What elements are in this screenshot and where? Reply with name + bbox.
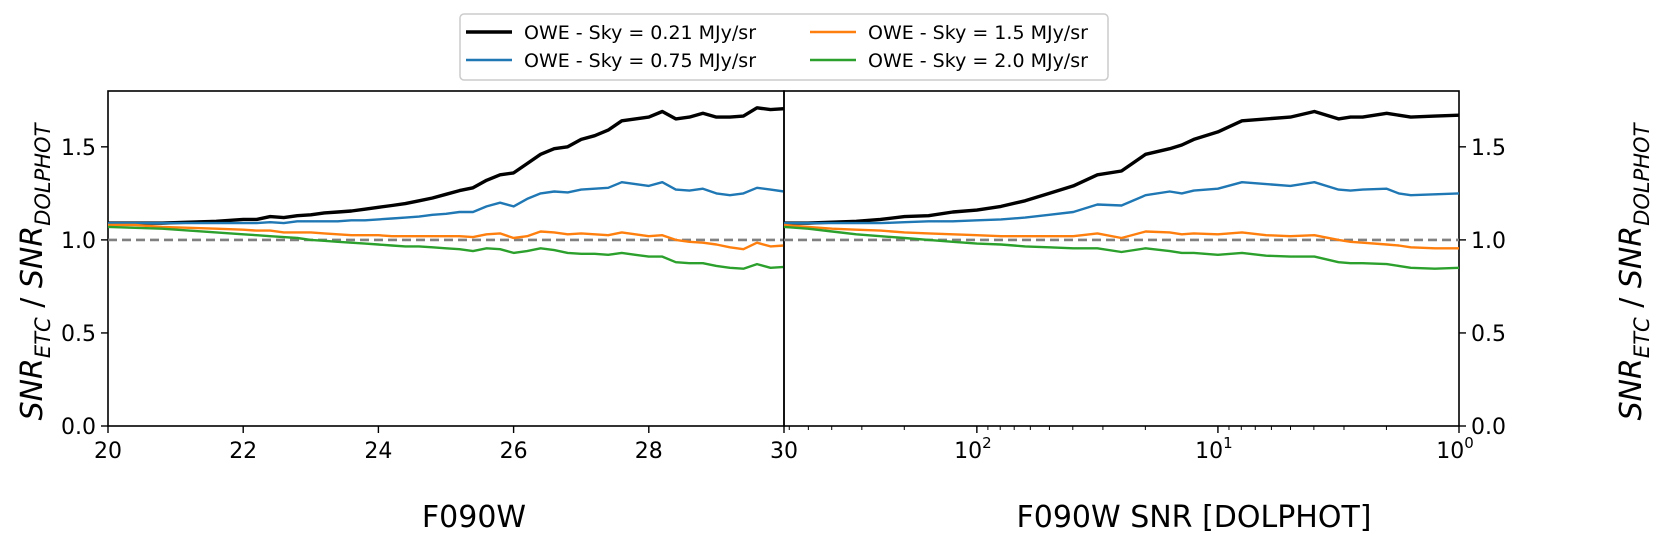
left-series-3-line	[108, 223, 785, 251]
y-label-main: SNR	[15, 358, 50, 420]
right-series-3-line	[783, 223, 1459, 250]
x-tick-label: 26	[500, 439, 528, 464]
x-tick-base: 10	[1195, 439, 1223, 464]
x-tick-exponent: 1	[1223, 434, 1233, 452]
y-tick-label: 0.0	[61, 415, 96, 440]
x-tick-label: 28	[635, 439, 663, 464]
left-series-4-line	[107, 225, 785, 270]
legend-label-4: OWE - Sky = 2.0 MJy/sr	[868, 50, 1088, 72]
x-tick-label: 20	[94, 439, 122, 464]
y-label-sub-dolphot: DOLPHOT	[31, 121, 55, 225]
y-tick-label: 0.5	[61, 322, 96, 347]
legend: OWE - Sky = 0.21 MJy/sr OWE - Sky = 0.75 …	[459, 13, 1109, 81]
x-tick-exponent: 0	[1464, 434, 1474, 452]
x-tick-label: 30	[770, 439, 798, 464]
y-label-sep: /	[1614, 288, 1649, 317]
legend-label-2: OWE - Sky = 0.75 MJy/sr	[524, 50, 756, 72]
x-tick-label: 100	[1436, 434, 1474, 464]
x-tick-label: 22	[229, 439, 257, 464]
y-tick-label: 1.0	[61, 229, 96, 254]
right-x-axis-label: F090W SNR [DOLPHOT]	[1016, 500, 1371, 535]
right-plot-frame	[783, 90, 1460, 427]
x-tick-base: 10	[954, 439, 982, 464]
left-series-2-line	[108, 180, 785, 225]
y-label-main-2: SNR	[15, 226, 50, 288]
y-label-sub-etc: ETC	[31, 317, 55, 358]
left-plot-frame	[107, 90, 785, 427]
y-label-main-2: SNR	[1614, 226, 1649, 288]
right-series-2-line	[784, 180, 1460, 225]
x-tick-label: 101	[1195, 434, 1233, 464]
right-series-4-line	[783, 225, 1460, 270]
y-tick-label: 0.5	[1471, 322, 1506, 347]
legend-label-1: OWE - Sky = 0.21 MJy/sr	[524, 22, 756, 44]
legend-box	[459, 13, 1109, 81]
y-tick-label: 1.5	[61, 136, 96, 161]
left-x-axis-label: F090W	[422, 500, 526, 535]
left-panel: 0.0 0.5 1.0 1.5 20 22 24 26 28 30	[61, 90, 798, 464]
y-label-main: SNR	[1614, 358, 1649, 420]
legend-label-3: OWE - Sky = 1.5 MJy/sr	[868, 22, 1088, 44]
left-series-1-line	[108, 106, 785, 225]
right-y-axis-label: SNRETC / SNRDOLPHOT	[1614, 121, 1654, 420]
x-tick-exponent: 2	[982, 434, 992, 452]
y-tick-label: 1.5	[1471, 136, 1506, 161]
y-tick-label: 1.0	[1471, 229, 1506, 254]
y-label-sep: /	[15, 288, 50, 317]
x-tick-label: 102	[954, 434, 992, 464]
x-tick-label: 24	[364, 439, 392, 464]
right-series-1-line	[784, 109, 1460, 225]
y-label-sub-etc: ETC	[1630, 317, 1654, 358]
left-y-axis-label: SNRETC / SNRDOLPHOT	[15, 121, 55, 420]
x-tick-base: 10	[1436, 439, 1464, 464]
y-label-sub-dolphot: DOLPHOT	[1630, 121, 1654, 225]
y-tick-label: 0.0	[1471, 415, 1506, 440]
